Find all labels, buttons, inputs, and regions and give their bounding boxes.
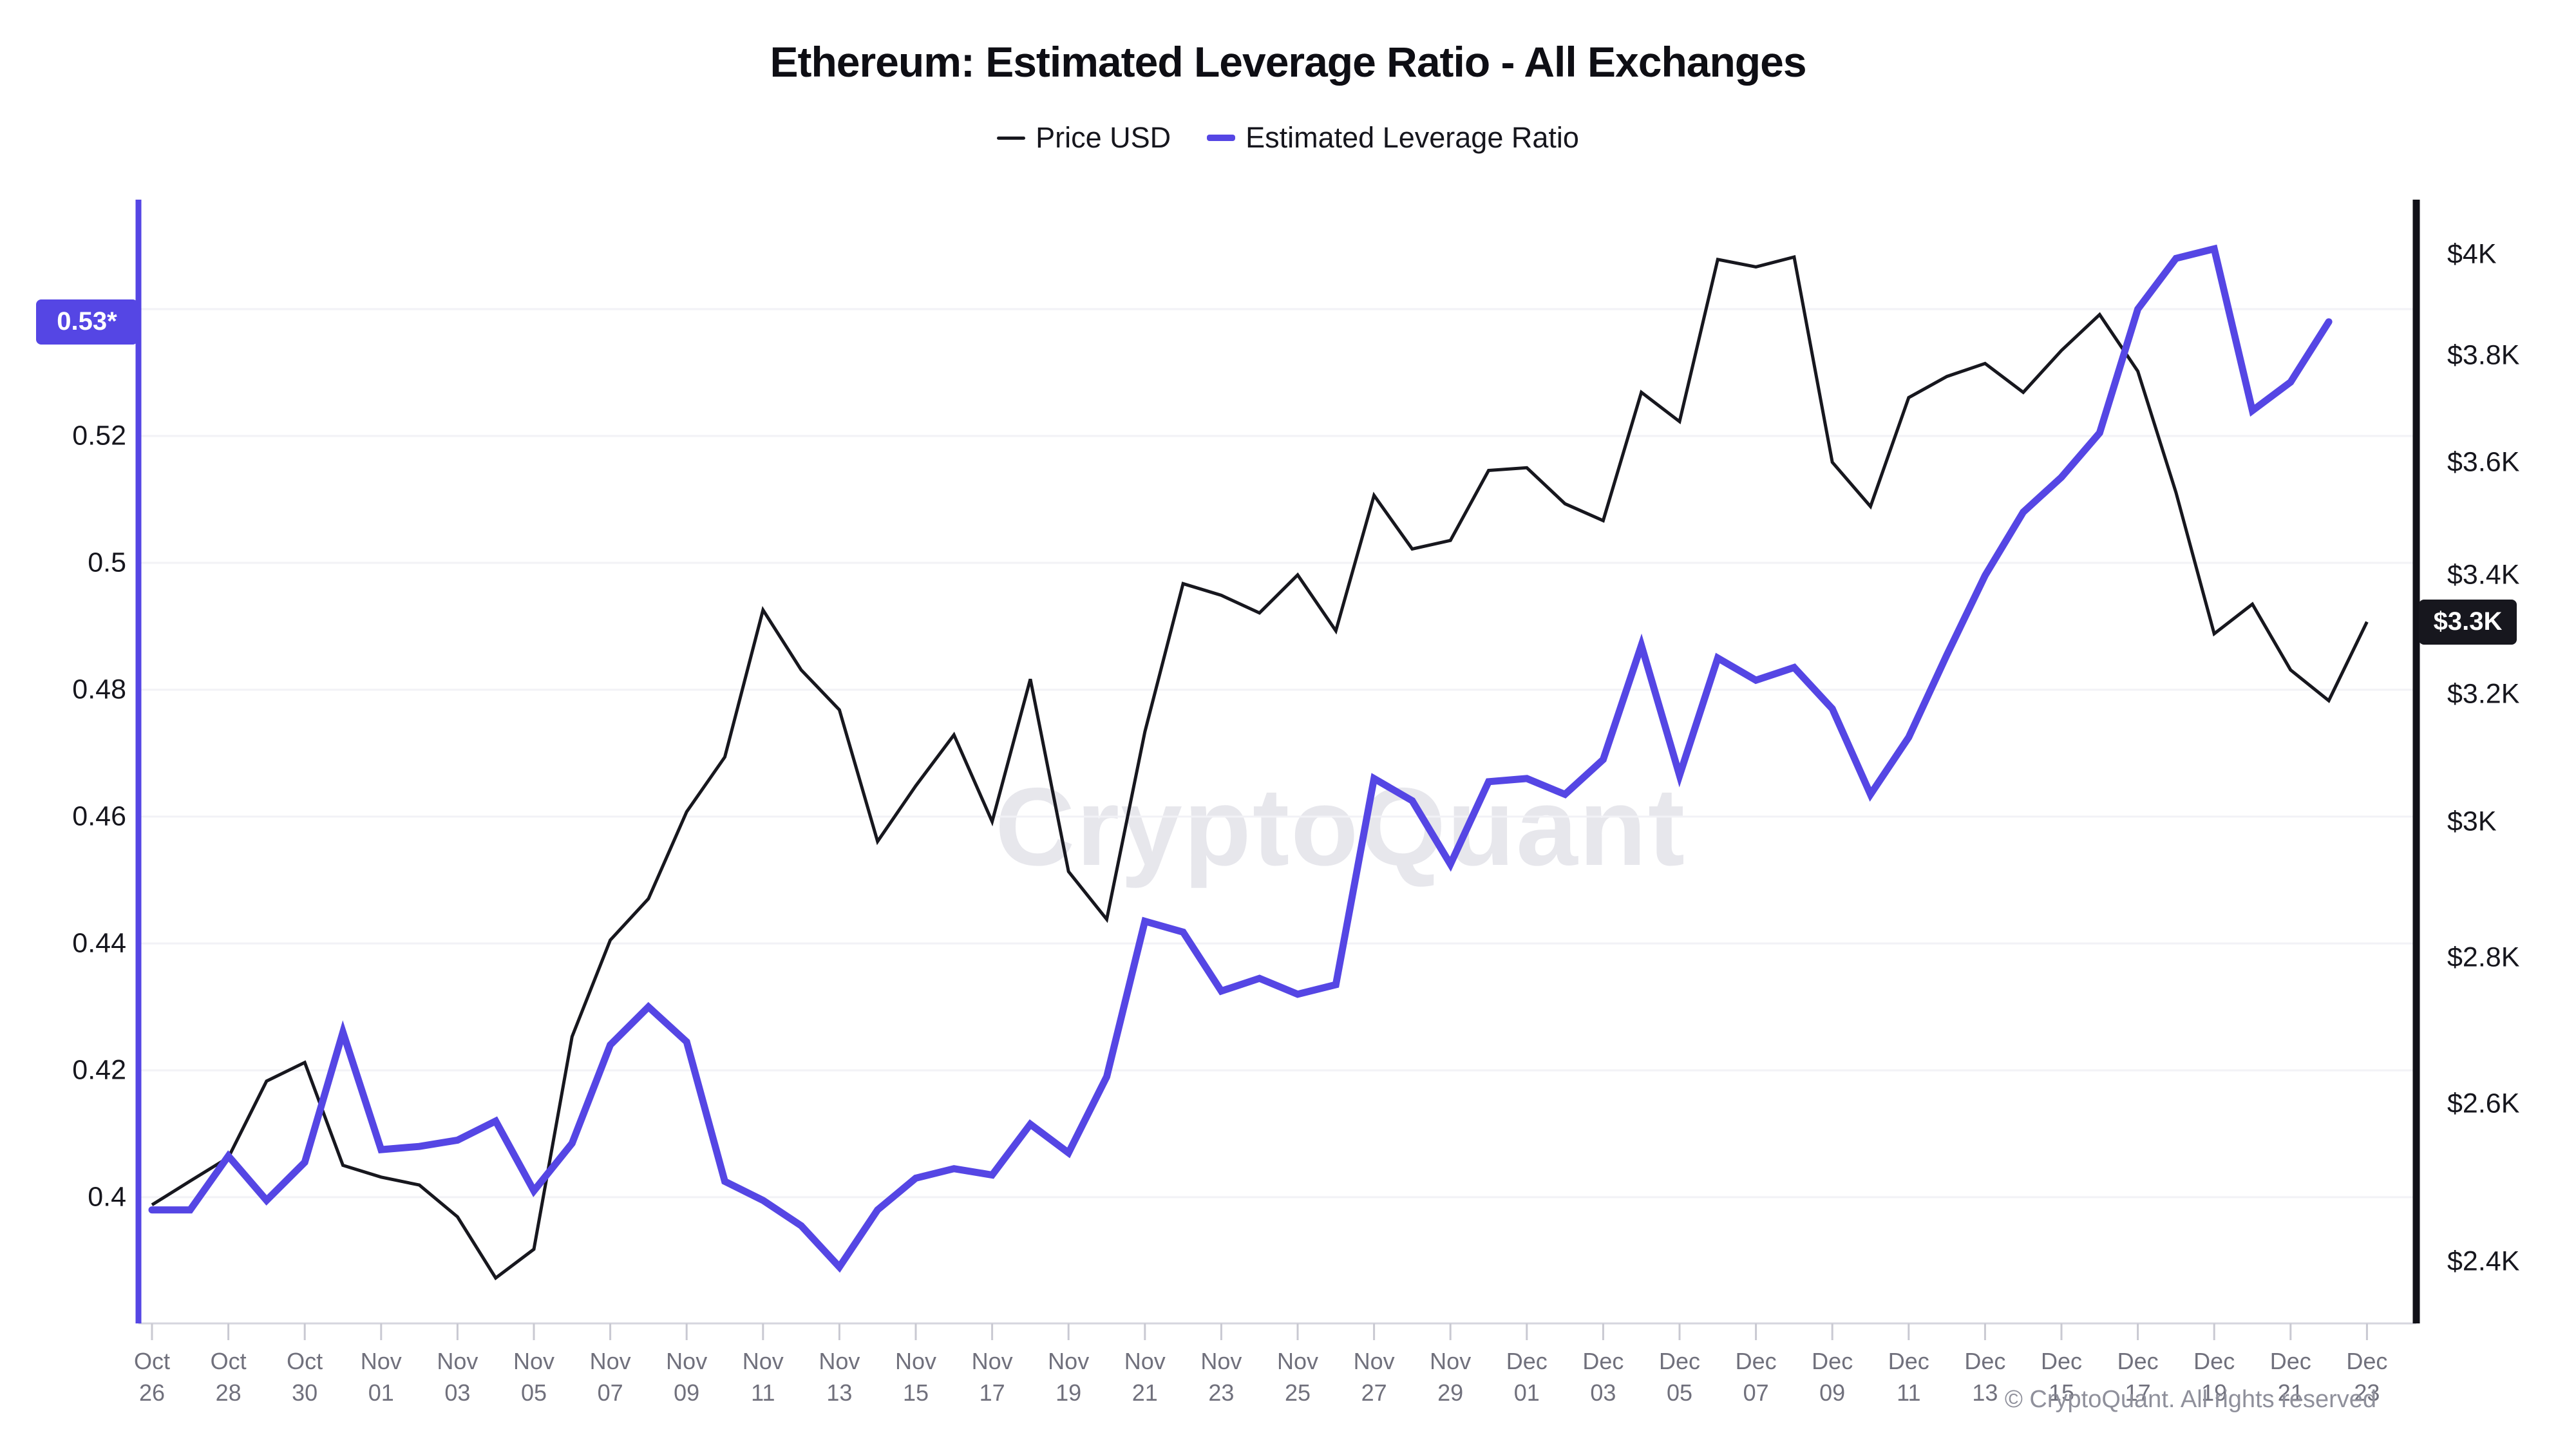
left-axis-tick-label: 0.48 bbox=[72, 674, 126, 705]
x-axis-tick-label: Nov 09 bbox=[666, 1348, 708, 1406]
chart-title: Ethereum: Estimated Leverage Ratio - All… bbox=[770, 38, 1806, 86]
x-axis-tick-label: Nov 23 bbox=[1200, 1348, 1242, 1406]
left-axis-tick-label: 0.46 bbox=[72, 800, 126, 832]
price-latest-badge: $3.3K bbox=[2419, 599, 2517, 645]
right-axis-tick-label: $2.8K bbox=[2447, 942, 2520, 973]
legend-label-price: Price USD bbox=[1036, 121, 1171, 154]
x-axis-tick-label: Nov 03 bbox=[437, 1348, 478, 1406]
left-axis-tick-label: 0.42 bbox=[72, 1054, 126, 1086]
x-axis-tick-label: Oct 30 bbox=[287, 1348, 323, 1406]
x-axis-tick-label: Dec 09 bbox=[1812, 1348, 1853, 1406]
x-axis-tick-label: Nov 19 bbox=[1048, 1348, 1090, 1406]
right-axis-tick-label: $4K bbox=[2447, 238, 2497, 270]
x-axis-tick-label: Dec 15 bbox=[2040, 1348, 2083, 1406]
x-axis-tick-label: Nov 01 bbox=[360, 1348, 402, 1406]
x-axis-tick-label: Nov 27 bbox=[1353, 1348, 1395, 1406]
x-axis-tick-label: Nov 21 bbox=[1124, 1348, 1166, 1406]
copyright-notice: © CryptoQuant. All rights reserved bbox=[2004, 1386, 2376, 1413]
x-axis-tick-label: Dec 07 bbox=[1735, 1348, 1777, 1406]
legend-item-price[interactable]: Price USD bbox=[997, 121, 1171, 155]
x-axis-tick-label: Nov 11 bbox=[742, 1348, 784, 1406]
leverage-line-swatch-icon bbox=[1207, 135, 1236, 141]
leverage-line bbox=[148, 244, 2333, 1273]
right-axis-tick-label: $2.4K bbox=[2447, 1245, 2520, 1277]
x-axis-tick-label: Nov 15 bbox=[895, 1348, 937, 1406]
right-axis-tick-label: $3.4K bbox=[2447, 559, 2520, 591]
x-axis-tick-label: Dec 21 bbox=[2269, 1348, 2311, 1406]
x-axis-tick-label: Oct 28 bbox=[210, 1348, 247, 1406]
x-axis-tick-label: Nov 29 bbox=[1430, 1348, 1472, 1406]
x-axis-tick-label: Dec 17 bbox=[2117, 1348, 2159, 1406]
x-axis-tick-label: Dec 03 bbox=[1582, 1348, 1624, 1406]
x-axis-tick-label: Dec 05 bbox=[1658, 1348, 1701, 1406]
left-axis-tick-label: 0.4 bbox=[88, 1181, 126, 1213]
x-axis-tick-label: Dec 01 bbox=[1506, 1348, 1548, 1406]
x-axis-tick-label: Nov 17 bbox=[971, 1348, 1013, 1406]
price-line bbox=[151, 255, 2369, 1281]
right-axis-tick-label: $2.6K bbox=[2447, 1088, 2520, 1119]
x-axis-tick-label: Nov 13 bbox=[819, 1348, 860, 1406]
x-axis-tick-label: Oct 26 bbox=[133, 1348, 170, 1406]
right-axis-tick-label: $3K bbox=[2447, 806, 2497, 837]
x-axis-tick-label: Dec 19 bbox=[2193, 1348, 2235, 1406]
right-axis-tick-label: $3.8K bbox=[2447, 339, 2520, 371]
right-axis-tick-label: $3.6K bbox=[2447, 446, 2520, 478]
right-axis-tick-label: $3.2K bbox=[2447, 678, 2520, 710]
x-axis-tick-label: Dec 11 bbox=[1888, 1348, 1929, 1406]
left-axis-tick-label: 0.52 bbox=[72, 420, 126, 451]
legend-label-leverage: Estimated Leverage Ratio bbox=[1245, 121, 1579, 154]
x-axis-tick-label: Nov 05 bbox=[513, 1348, 555, 1406]
left-axis-tick-label: 0.5 bbox=[88, 547, 126, 578]
leverage-latest-badge: 0.53* bbox=[36, 299, 138, 345]
x-axis-tick-label: Nov 07 bbox=[589, 1348, 631, 1406]
legend-item-leverage[interactable]: Estimated Leverage Ratio bbox=[1207, 121, 1579, 155]
x-axis-tick-label: Nov 25 bbox=[1276, 1348, 1319, 1406]
chart-legend: Price USD Estimated Leverage Ratio bbox=[0, 121, 2576, 155]
x-axis-tick-label: Dec 13 bbox=[1964, 1348, 2006, 1406]
x-axis-tick-label: Dec 23 bbox=[2346, 1348, 2388, 1406]
price-line-swatch-icon bbox=[997, 136, 1026, 140]
left-axis-tick-label: 0.44 bbox=[72, 927, 126, 959]
